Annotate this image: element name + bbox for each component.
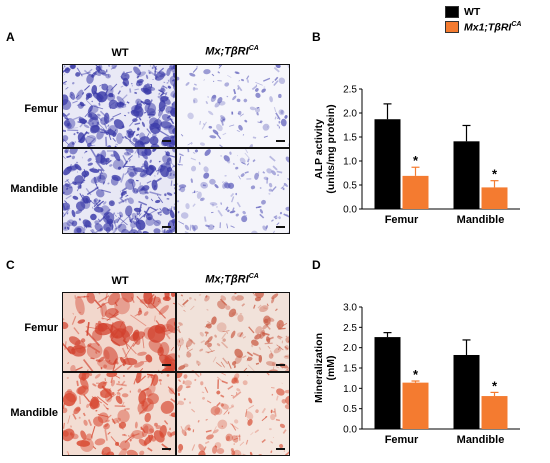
bar: [374, 337, 401, 429]
bottom-row-label-mandible: Mandible: [10, 407, 58, 419]
scale-bar: [276, 364, 285, 366]
scale-bar: [162, 448, 171, 450]
chart-alp-activity: 0.0 0.5 1.0 1.5 2.0 2.5 ALP activity(units/mg …: [313, 85, 520, 226]
legend-item-mx1: Mx1;TβRICA: [445, 20, 521, 34]
micrograph-alp-wt-femur: [62, 64, 176, 148]
scale-bar: [276, 226, 285, 228]
bottom-row-label-femur: Femur: [24, 322, 58, 334]
scale-bar: [276, 140, 285, 142]
scale-bar: [276, 448, 285, 450]
y-tick-label: 0.5: [343, 181, 357, 192]
y-tick-label: 0.0: [343, 205, 357, 216]
top-col-header-mx: Mx;TβRICA: [205, 45, 259, 58]
scale-bar: [162, 364, 171, 366]
y-tick-label: 1.0: [343, 384, 357, 395]
y-tick-label: 1.5: [343, 364, 357, 375]
micrograph-mineral-mx-femur: [176, 292, 290, 372]
bar: [402, 382, 429, 429]
scale-bar: [162, 226, 171, 228]
top-row-label-femur: Femur: [24, 103, 58, 115]
micrograph-mineral-mx-mandible: [176, 372, 290, 456]
y-tick-label: 2.5: [343, 323, 357, 334]
significance-marker: *: [413, 153, 419, 168]
y-tick-label: 1.0: [343, 157, 357, 168]
bar: [481, 396, 508, 429]
micrograph-mineral-wt-mandible: [62, 372, 176, 456]
legend-item-wt: WT: [445, 5, 521, 19]
micrograph-alp-wt-mandible: [62, 148, 176, 234]
bar: [481, 187, 508, 209]
x-category-label: Mandible: [457, 214, 505, 226]
bar: [453, 354, 480, 429]
bar: [402, 175, 429, 209]
bottom-col-header-mx: Mx;TβRICA: [205, 273, 259, 286]
legend-swatch-wt: [445, 6, 459, 18]
x-category-label: Femur: [385, 434, 419, 446]
legend-label-wt: WT: [464, 6, 481, 18]
panel-label-b: B: [312, 30, 321, 44]
chart-mineralization: 0.0 0.5 1.0 1.5 2.0 2.5 3.0 Mineralization(mM) *…: [313, 303, 520, 446]
significance-marker: *: [492, 378, 498, 393]
micrograph-alp-mx-mandible: [176, 148, 290, 234]
bar: [453, 141, 480, 209]
bar: [374, 119, 401, 209]
legend: WT Mx1;TβRICA: [445, 5, 521, 35]
y-tick-label: 3.0: [343, 303, 357, 314]
y-tick-label: 2.0: [343, 343, 357, 354]
legend-label-mx1: Mx1;TβRICA: [464, 20, 522, 34]
panel-label-a: A: [6, 30, 15, 44]
y-tick-label: 2.0: [343, 109, 357, 120]
micrograph-mineral-wt-femur: [62, 292, 176, 372]
y-tick-label: 0.0: [343, 425, 357, 436]
panel-label-d: D: [312, 258, 321, 272]
y-axis-label: ALP activity(units/mg protein): [313, 104, 337, 193]
bottom-col-header-wt: WT: [111, 275, 129, 287]
significance-marker: *: [492, 167, 498, 182]
legend-swatch-mx1: [445, 21, 459, 33]
y-tick-label: 0.5: [343, 404, 357, 415]
micrograph-alp-mx-femur: [176, 64, 290, 148]
y-axis-label: Mineralization(mM): [313, 333, 337, 403]
panel-label-c: C: [6, 258, 15, 272]
x-category-label: Mandible: [457, 434, 505, 446]
y-tick-label: 1.5: [343, 133, 357, 144]
significance-marker: *: [413, 367, 419, 382]
top-row-label-mandible: Mandible: [10, 183, 58, 195]
top-col-header-wt: WT: [111, 47, 129, 59]
y-tick-label: 2.5: [343, 85, 357, 96]
x-category-label: Femur: [385, 214, 419, 226]
scale-bar: [162, 140, 171, 142]
